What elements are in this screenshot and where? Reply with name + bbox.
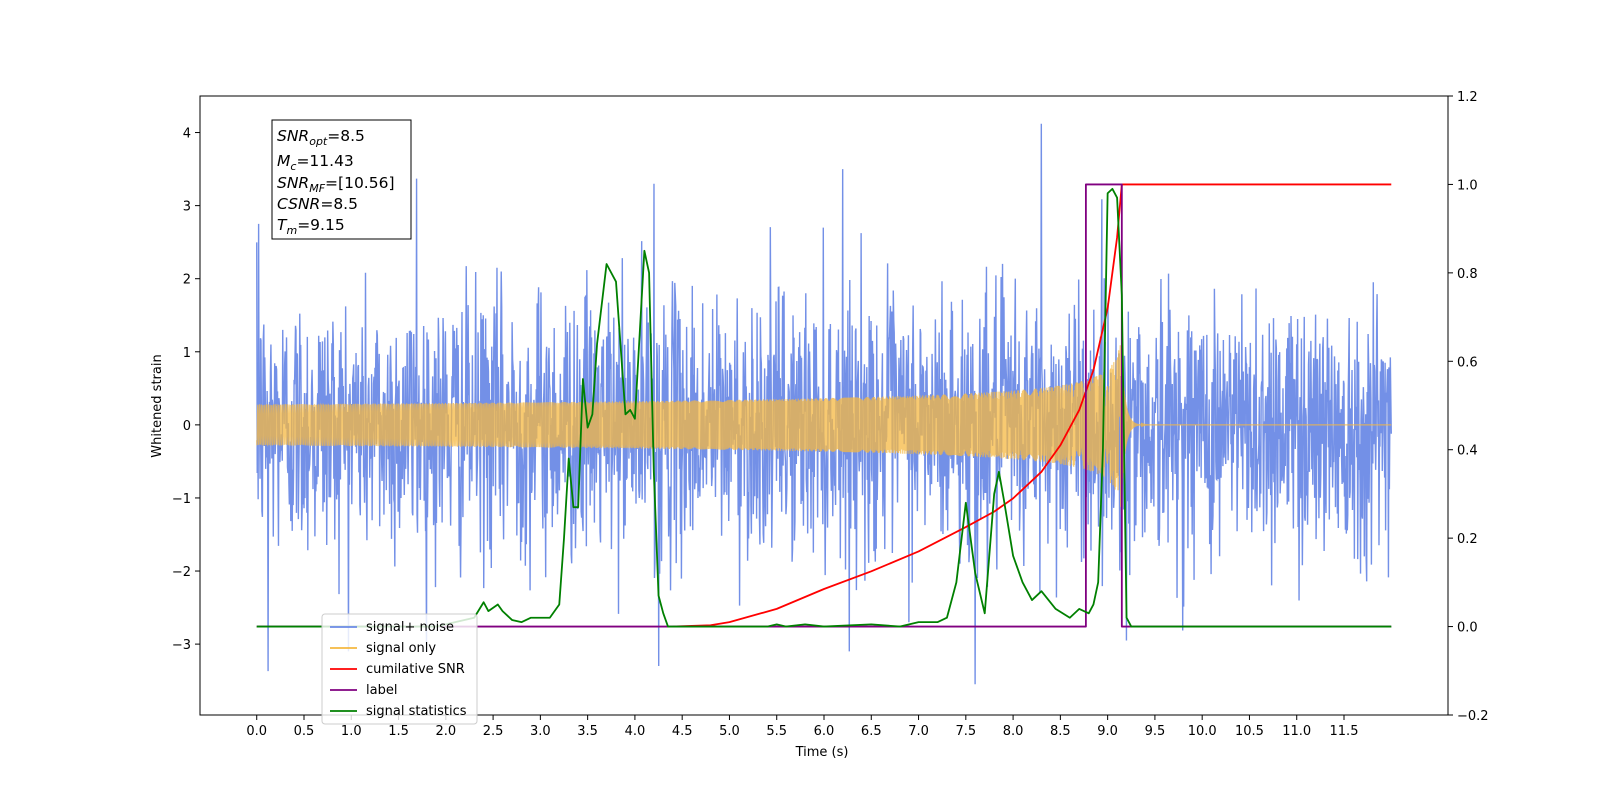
series-line-signal-statistics	[256, 187, 1392, 628]
annotation-line: SNRopt=8.5	[277, 127, 365, 148]
y2-tick-label: 0.6	[1457, 355, 1478, 370]
x-tick-label: 8.0	[1003, 724, 1024, 739]
x-tick-label: 5.5	[766, 724, 787, 739]
legend-box	[321, 613, 478, 725]
x-tick-label: 1.5	[388, 724, 409, 739]
y-tick-label: −1	[172, 492, 191, 507]
series-line-signal-only	[256, 345, 1392, 515]
x-tick-label: 11.0	[1282, 724, 1311, 739]
x-axis: 0.0 0.5 1.0 1.5 2.0 2.5 3.0 3.5 4.0 4.5 5.0 5.5 6.0 6…	[246, 715, 1358, 739]
annotation-line: SNRMF=[10.56]	[277, 174, 395, 195]
x-tick-label: 8.5	[1050, 724, 1071, 739]
y-axis-label: Whitened strain	[150, 354, 165, 457]
y-tick-label: 3	[183, 200, 191, 215]
legend: signal+ noise signal only cumilative SNR la…	[321, 613, 478, 725]
plot-area	[256, 123, 1392, 685]
y2-tick-label: 0.2	[1457, 532, 1478, 547]
y-tick-label: 0	[183, 419, 191, 434]
legend-label: signal+ noise	[366, 620, 454, 635]
x-tick-label: 6.5	[861, 724, 882, 739]
annotation-line: Tm=9.15	[277, 216, 345, 237]
y-axis-left: −3 −2 −1 0 1 2 3 4	[172, 127, 200, 653]
annotation-box	[271, 119, 412, 240]
x-tick-label: 11.5	[1330, 724, 1359, 739]
y-tick-label: 1	[183, 346, 191, 361]
x-tick-label: 3.5	[577, 724, 598, 739]
annotation-line: CSNR=8.5	[277, 195, 358, 213]
x-tick-label: 9.0	[1097, 724, 1118, 739]
legend-label: cumilative SNR	[366, 662, 465, 677]
legend-label: signal only	[366, 641, 436, 656]
x-tick-label: 7.5	[955, 724, 976, 739]
x-tick-label: 5.0	[719, 724, 740, 739]
x-tick-label: 6.0	[814, 724, 835, 739]
x-tick-label: 9.5	[1145, 724, 1166, 739]
x-tick-label: 7.0	[908, 724, 929, 739]
y2-tick-label: −0.2	[1457, 709, 1489, 724]
x-tick-label: 4.5	[672, 724, 693, 739]
y-tick-label: −2	[172, 565, 191, 580]
x-tick-label: 10.0	[1188, 724, 1217, 739]
x-tick-label: 0.5	[294, 724, 315, 739]
legend-label: signal statistics	[366, 704, 467, 719]
annotation-line: Mc=11.43	[277, 152, 354, 173]
y2-tick-label: 1.2	[1457, 90, 1478, 105]
y2-tick-label: 0.8	[1457, 267, 1478, 282]
y-tick-label: 2	[183, 273, 191, 288]
y-tick-label: −3	[172, 638, 191, 653]
x-tick-label: 2.5	[483, 724, 504, 739]
x-tick-label: 0.0	[246, 724, 267, 739]
x-axis-label: Time (s)	[795, 745, 849, 760]
y2-tick-label: 0.0	[1457, 621, 1478, 636]
x-tick-label: 4.0	[625, 724, 646, 739]
y2-tick-label: 0.4	[1457, 444, 1478, 459]
y2-tick-label: 1.0	[1457, 178, 1478, 193]
x-tick-label: 3.0	[530, 724, 551, 739]
y-tick-label: 4	[183, 127, 191, 142]
x-tick-label: 10.5	[1235, 724, 1264, 739]
x-tick-label: 2.0	[435, 724, 456, 739]
series-line-cumilative-snr	[672, 183, 1392, 628]
x-tick-label: 1.0	[341, 724, 362, 739]
y-axis-right: −0.2 0.0 0.2 0.4 0.6 0.8 1.0 1.2	[1448, 90, 1489, 724]
legend-label: label	[366, 683, 397, 698]
